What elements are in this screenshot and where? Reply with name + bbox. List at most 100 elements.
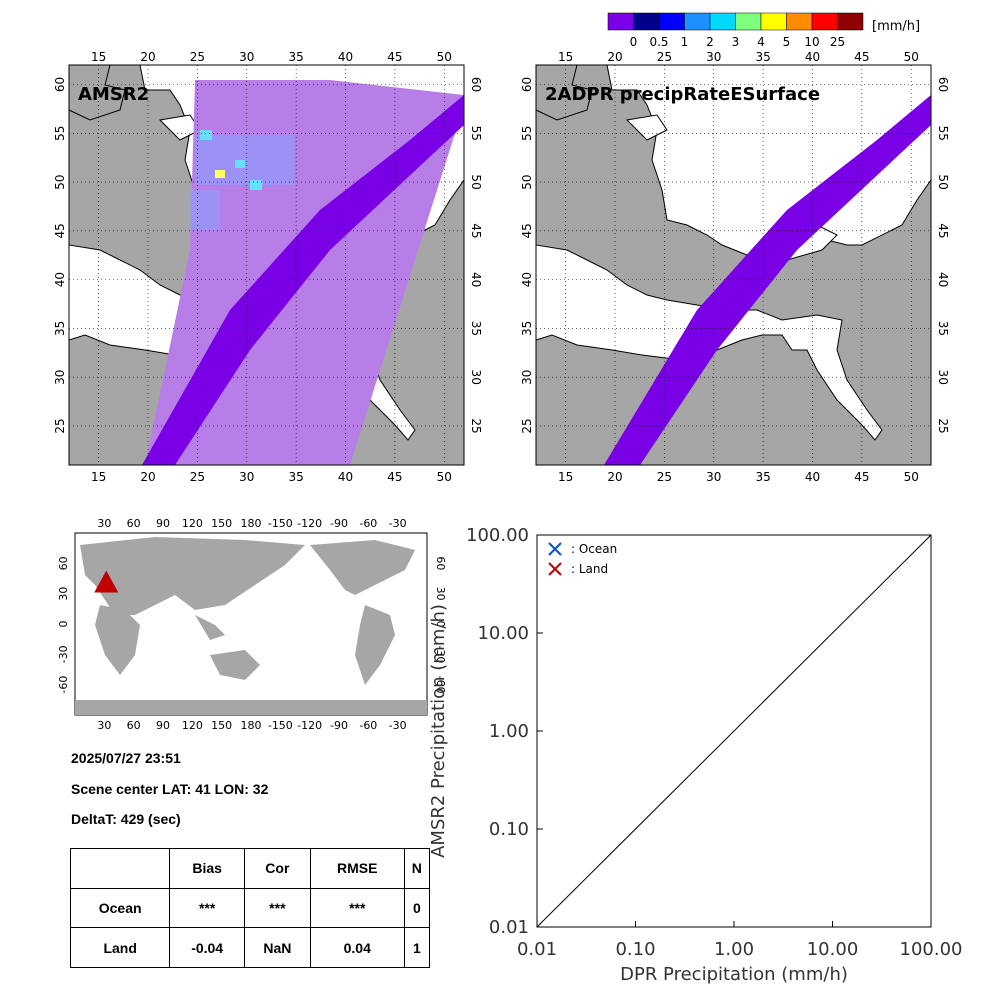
lon-tick-label: 15 xyxy=(558,470,573,484)
world-lon-tick: -60 xyxy=(359,719,377,732)
colorbar-unit: [mm/h] xyxy=(872,19,920,34)
lat-tick-label: 25 xyxy=(469,418,483,433)
y-tick-label: 0.01 xyxy=(489,917,529,938)
lon-tick-label: 25 xyxy=(657,470,672,484)
world-lon-tick: -60 xyxy=(359,517,377,530)
datetime: 2025/07/27 23:51 xyxy=(71,750,181,766)
scatter-plot: 0.010.01 0.10 0.10 1.00 1.00 10.00 10.00 100.00… xyxy=(428,525,962,985)
lon-tick-label: 30 xyxy=(706,50,721,64)
table-cell: 0.04 xyxy=(309,927,405,968)
legend-label: : Ocean xyxy=(571,542,617,556)
world-lon-tick: 150 xyxy=(211,517,232,530)
table-header-cell: RMSE xyxy=(309,848,405,889)
x-tick-label: 10.00 xyxy=(807,939,859,960)
colorbar-box xyxy=(811,12,838,31)
lon-tick-label: 40 xyxy=(805,50,820,64)
scene-center: Scene center LAT: 41 LON: 32 xyxy=(71,781,269,797)
colorbar-tick-label: 5 xyxy=(783,35,791,49)
lon-tick-label: 45 xyxy=(854,50,869,64)
world-ticks: 30 30 60 60 90 90 120 120 150 150 180 180 -150 -150 -1… xyxy=(57,517,445,732)
deltat: DeltaT: 429 (sec) xyxy=(71,811,181,827)
table-cell: -0.04 xyxy=(169,927,245,968)
lon-tick-label: 30 xyxy=(239,470,254,484)
lat-tick-label: 25 xyxy=(520,418,534,433)
world-map: 30 30 60 60 90 90 120 120 150 150 180 180 -150 -150 -1… xyxy=(57,517,445,732)
y-tick-label: 1.00 xyxy=(489,721,529,742)
colorbar-tick-label: 3 xyxy=(732,35,740,49)
world-lon-tick: -120 xyxy=(297,719,322,732)
lon-tick-label: 20 xyxy=(140,470,155,484)
map-grid xyxy=(69,65,464,465)
lat-tick-label: 60 xyxy=(53,77,67,92)
dpr-swath xyxy=(604,95,931,465)
lat-tick-label: 30 xyxy=(936,370,950,385)
colorbar-boxes xyxy=(607,12,864,31)
colorbar-box xyxy=(709,12,736,31)
x-tick-label: 1.00 xyxy=(714,939,754,960)
colorbar-box xyxy=(658,12,685,31)
world-lon-tick: -150 xyxy=(268,517,293,530)
world-lon-tick: 150 xyxy=(211,719,232,732)
world-lon-tick: -90 xyxy=(330,517,348,530)
colorbar-box xyxy=(633,12,660,31)
world-lon-tick: 120 xyxy=(182,517,203,530)
lon-tick-label: 45 xyxy=(387,50,402,64)
dpr-map: 15 15 20 20 25 25 30 30 35 35 40 40 45 45 50 50 25 25 30 30… xyxy=(520,50,950,484)
lon-tick-label: 40 xyxy=(338,470,353,484)
lat-tick-label: 35 xyxy=(469,321,483,336)
world-lon-tick: -150 xyxy=(268,719,293,732)
lon-tick-label: 40 xyxy=(805,470,820,484)
map-frame xyxy=(68,64,465,466)
world-lon-tick: 180 xyxy=(241,517,262,530)
world-lon-tick: 180 xyxy=(241,719,262,732)
lat-tick-label: 55 xyxy=(469,126,483,141)
lat-tick-label: 60 xyxy=(936,77,950,92)
lon-tick-label: 30 xyxy=(706,470,721,484)
lat-tick-label: 45 xyxy=(53,223,67,238)
world-land xyxy=(75,537,427,715)
lat-tick-label: 30 xyxy=(520,370,534,385)
legend-label: : Land xyxy=(571,562,608,576)
lon-tick-label: 25 xyxy=(190,50,205,64)
one-to-one-line xyxy=(536,534,932,928)
lat-tick-label: 45 xyxy=(936,223,950,238)
map-title-amsr2: AMSR2 xyxy=(78,84,149,105)
colorbar-tick-label: 0 xyxy=(630,35,638,49)
colorbar-tick-label: 25 xyxy=(830,35,845,49)
table-header-cell: N xyxy=(403,848,431,889)
world-lon-tick: 30 xyxy=(97,517,111,530)
x-tick-label: 0.01 xyxy=(517,939,557,960)
lon-tick-label: 15 xyxy=(91,470,106,484)
world-lon-tick: 90 xyxy=(156,719,170,732)
colorbar-tick-label: 1 xyxy=(681,35,689,49)
table-header-cell xyxy=(69,848,171,889)
lat-tick-label: 50 xyxy=(520,174,534,189)
world-lon-tick: -30 xyxy=(389,719,407,732)
lat-tick-label: 50 xyxy=(936,174,950,189)
lon-tick-label: 35 xyxy=(288,50,303,64)
world-lon-tick: 120 xyxy=(182,719,203,732)
table-cell: NaN xyxy=(243,927,311,968)
dpr-swath-on-amsr2 xyxy=(142,95,464,465)
plot-legend: : Ocean : Land xyxy=(548,542,617,576)
colorbar-box xyxy=(786,12,813,31)
lon-tick-label: 35 xyxy=(755,470,770,484)
colorbar-box xyxy=(735,12,762,31)
colorbar-tick-label: 2 xyxy=(706,35,714,49)
colorbar-box xyxy=(837,12,864,31)
y-tick-label: 10.00 xyxy=(477,623,529,644)
plot-ticks: 0.010.01 0.10 0.10 1.00 1.00 10.00 10.00 100.00… xyxy=(466,525,962,960)
legend-marker xyxy=(548,542,562,556)
world-lat-tick: 30 xyxy=(57,587,70,601)
lon-tick-label: 50 xyxy=(904,470,919,484)
lon-tick-label: 30 xyxy=(239,50,254,64)
lat-tick-label: 40 xyxy=(53,272,67,287)
table-header-cell: Bias xyxy=(169,848,245,889)
lat-tick-label: 35 xyxy=(936,321,950,336)
lat-tick-label: 45 xyxy=(469,223,483,238)
world-lon-tick: 30 xyxy=(97,719,111,732)
world-lat-tick: -30 xyxy=(57,645,70,663)
lat-tick-label: 40 xyxy=(520,272,534,287)
lon-tick-label: 40 xyxy=(338,50,353,64)
colorbar-box xyxy=(607,12,634,31)
